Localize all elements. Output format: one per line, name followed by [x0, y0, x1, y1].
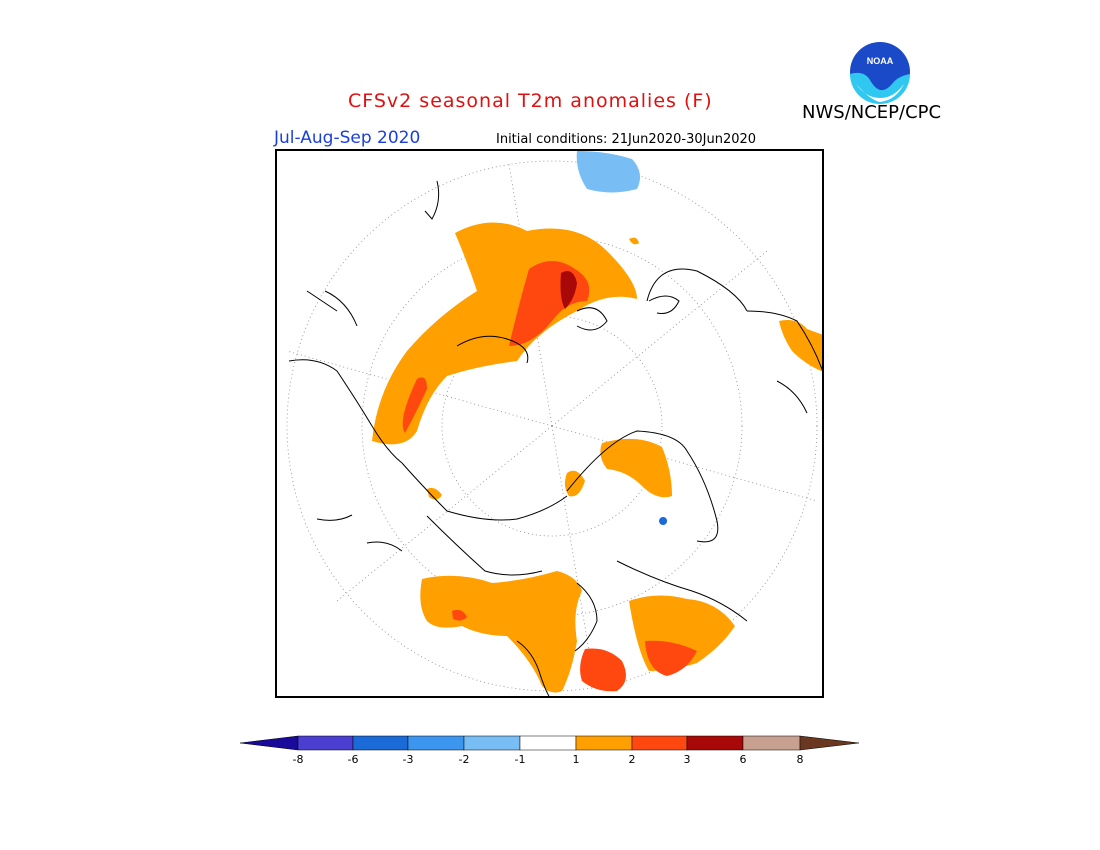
small-patch-a — [629, 237, 639, 245]
colorbar-bin-4 — [463, 735, 521, 751]
finland-hot — [645, 640, 697, 676]
noaa-logo: NOAA — [848, 40, 912, 104]
agency-label: NWS/NCEP/CPC — [802, 102, 942, 123]
greenland-cold-spot — [659, 517, 668, 525]
scandinavia-hot — [580, 648, 626, 692]
anomaly-shading — [372, 151, 822, 693]
colorbar-tick-label: 8 — [796, 753, 804, 766]
noaa-logo-text: NOAA — [867, 56, 894, 66]
colorbar-tick-label: -6 — [347, 753, 359, 766]
colorbar-bin-8 — [686, 735, 744, 751]
central-canada-warm — [564, 470, 585, 497]
colorbar-bin-10 — [799, 735, 860, 751]
canada-warm-anomaly — [420, 571, 582, 693]
colorbar-bin-0 — [239, 735, 299, 751]
arctic-cold-patch — [576, 151, 641, 193]
canada-hot-spot — [452, 609, 467, 621]
colorbar-bin-7 — [631, 735, 688, 751]
initial-conditions: Initial conditions: 21Jun2020-30Jun2020 — [496, 132, 757, 147]
colorbar-bin-1 — [297, 735, 354, 751]
colorbar-bin-6 — [575, 735, 633, 751]
polar-map — [275, 149, 824, 698]
colorbar-tick-label: -3 — [402, 753, 414, 766]
colorbar-bin-9 — [742, 735, 801, 751]
colorbar-tick-label: 1 — [572, 753, 580, 766]
siberia-coast-hot — [402, 377, 427, 433]
colorbar — [239, 735, 860, 755]
colorbar-tick-label: -8 — [292, 753, 304, 766]
colorbar-tick-label: -2 — [458, 753, 470, 766]
siberia-very-hot-anomaly — [560, 270, 577, 309]
colorbar-tick-label: -1 — [514, 753, 526, 766]
colorbar-bin-2 — [352, 735, 409, 751]
colorbar-tick-label: 3 — [683, 753, 691, 766]
alaska-warm — [427, 487, 442, 500]
colorbar-tick-label: 2 — [628, 753, 636, 766]
colorbar-tick-label: 6 — [739, 753, 747, 766]
forecast-period: Jul-Aug-Sep 2020 — [274, 128, 421, 148]
coastlines — [288, 180, 822, 696]
map-title: CFSv2 seasonal T2m anomalies (F) — [348, 90, 713, 112]
colorbar-bin-3 — [407, 735, 465, 751]
east-europe-warm — [779, 320, 822, 372]
greenland-warm — [600, 438, 672, 498]
colorbar-bin-5 — [519, 735, 577, 751]
